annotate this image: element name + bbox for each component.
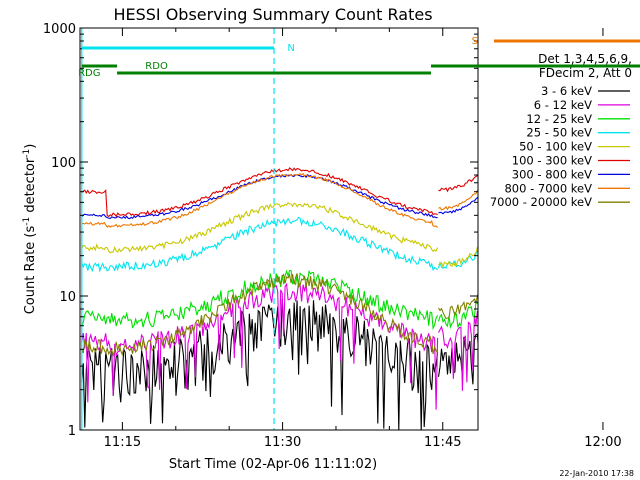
legend-label-9: 7000 - 20000 keV (490, 195, 592, 209)
flag-bars: NSFRDORDG (78, 36, 640, 79)
x-tick-label: 12:00 (584, 435, 621, 450)
x-tick-label: 11:30 (264, 435, 301, 450)
y-axis-label-sup2: -1 (22, 149, 32, 158)
y-tick-label: 10 (59, 290, 76, 305)
y-axis-label-sup1: -1 (22, 217, 32, 226)
y-tick-label: 1000 (43, 22, 76, 37)
series-line-8 (81, 172, 478, 228)
legend-label-1: 3 - 6 keV (541, 84, 592, 98)
y-axis-label: Count Rate (s-1 detector-1) (22, 144, 38, 315)
plot-frame (79, 27, 479, 431)
flag-label-rdg: RDG (78, 68, 100, 79)
flag-label-n: N (287, 43, 294, 54)
series-line-7 (81, 173, 478, 220)
plot-area (81, 28, 478, 430)
series-line-4 (81, 216, 478, 273)
legend-header-1: Det 1,3,4,5,6,9, (538, 52, 632, 66)
y-tick-label: 1 (68, 424, 76, 439)
series-line-3 (81, 269, 478, 331)
legend-label-2: 6 - 12 keV (534, 98, 592, 112)
series-line-9 (81, 273, 478, 358)
y-axis: 1 10 100 1000 (43, 22, 478, 439)
legend-label-8: 800 - 7000 keV (504, 181, 592, 195)
series-line-2 (81, 280, 478, 410)
y-axis-label-end: ) (23, 144, 38, 149)
flag-label-s: S (472, 36, 478, 47)
legend-label-7: 300 - 800 keV (512, 167, 592, 181)
legend-header-2: FDecim 2, Att 0 (539, 66, 632, 80)
chart-title: HESSI Observing Summary Count Rates (113, 5, 432, 24)
series-line-1 (81, 298, 478, 430)
legend: Det 1,3,4,5,6,9, FDecim 2, Att 0 3 - 6 k… (490, 52, 632, 209)
y-tick-label: 100 (51, 156, 76, 171)
legend-label-4: 25 - 50 keV (526, 126, 592, 140)
series-line-5 (81, 202, 478, 269)
y-axis-label-main: Count Rate (s (23, 226, 38, 315)
legend-label-3: 12 - 25 keV (526, 112, 592, 126)
footer-date: 22-Jan-2010 17:38 (559, 469, 634, 478)
x-tick-label: 11:15 (104, 435, 141, 450)
legend-label-6: 100 - 300 keV (512, 154, 592, 168)
flag-label-rdo: RDO (145, 61, 168, 72)
y-axis-label-mid: detector (23, 157, 38, 217)
legend-label-5: 50 - 100 keV (519, 140, 592, 154)
x-tick-label: 11:45 (424, 435, 461, 450)
series-line-6 (81, 167, 478, 218)
x-axis-label: Start Time (02-Apr-06 11:11:02) (169, 457, 377, 472)
